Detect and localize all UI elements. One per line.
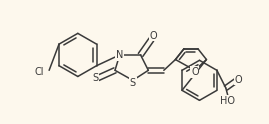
Text: Cl: Cl — [34, 67, 44, 77]
Text: N: N — [116, 50, 123, 60]
Text: S: S — [93, 73, 99, 83]
Text: O: O — [191, 67, 199, 77]
Text: O: O — [150, 31, 158, 41]
Text: O: O — [234, 75, 242, 85]
Text: S: S — [130, 78, 136, 88]
Text: HO: HO — [220, 96, 235, 106]
